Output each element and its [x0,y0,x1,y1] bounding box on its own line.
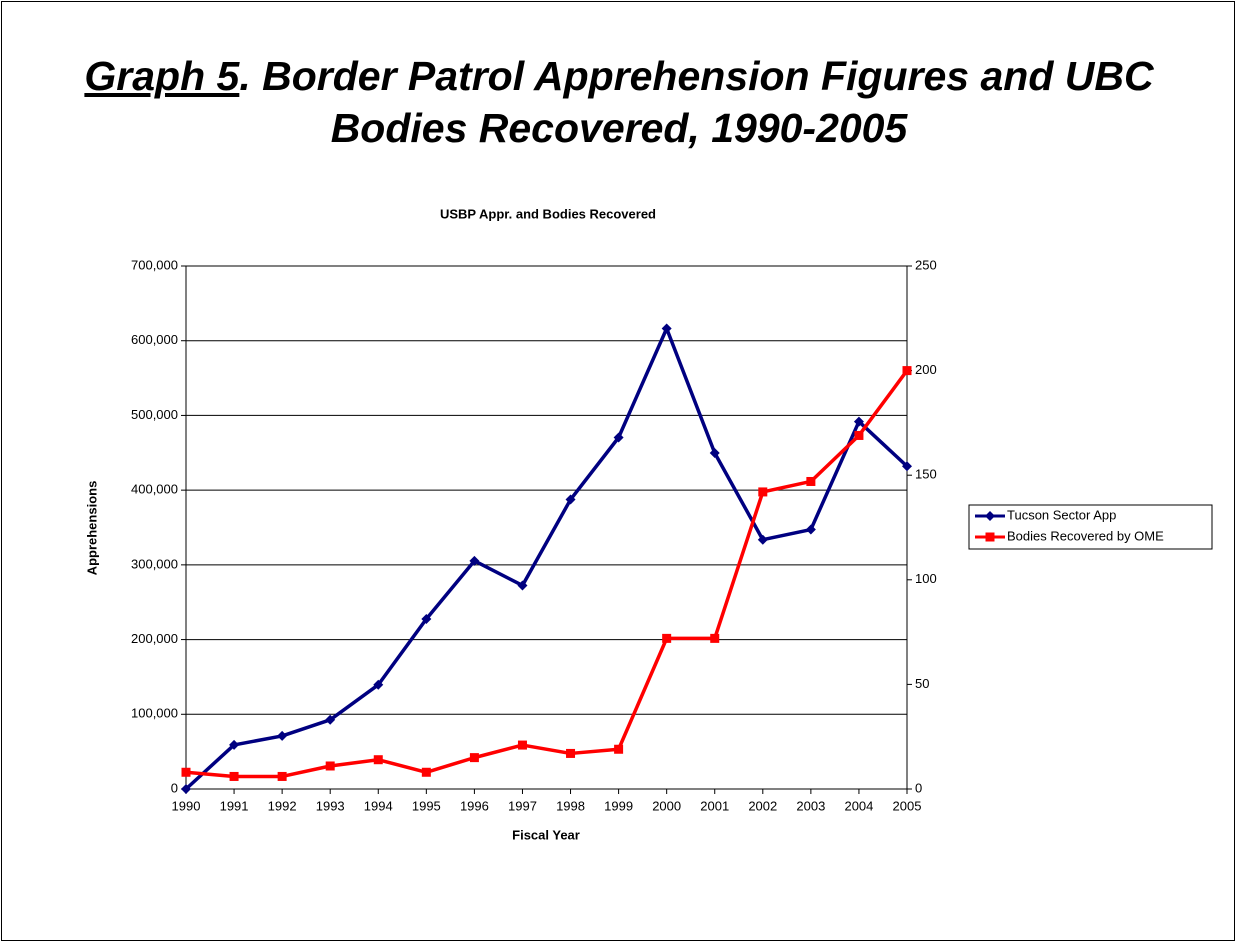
data-point [902,461,912,472]
data-point [853,416,864,427]
y-tick-label: 0 [171,780,178,795]
data-point [181,767,191,777]
data-point [758,487,768,497]
data-point [757,534,768,545]
data-point [854,430,864,440]
data-point [469,555,480,566]
x-tick-label: 1997 [508,798,537,813]
data-point [469,753,479,763]
y2-tick-label: 100 [915,571,937,586]
data-point [710,633,720,643]
x-tick-label: 2004 [844,798,873,813]
x-tick-label: 2000 [652,798,681,813]
data-point [181,784,191,794]
legend-label: Tucson Sector App [1007,507,1116,522]
x-tick-label: 1998 [556,798,585,813]
y-axis-label: Apprehensions [84,481,99,576]
data-point [373,679,384,690]
legend-label: Bodies Recovered by OME [1007,528,1164,543]
y2-tick-label: 50 [915,676,929,691]
heading-text: . Border Patrol Apprehension Figures and… [239,53,1154,151]
data-point [325,761,335,771]
legend-box [968,504,1213,550]
x-tick-label: 1991 [220,798,249,813]
data-point [805,524,816,535]
x-tick-label: 2002 [748,798,777,813]
y2-tick-label: 200 [915,362,937,377]
slide-heading: Graph 5. Border Patrol Apprehension Figu… [60,50,1178,154]
data-point [277,730,288,741]
data-point [421,767,431,777]
data-point [614,744,624,754]
data-point [662,633,672,643]
y-tick-label: 300,000 [131,556,178,571]
data-point [229,739,240,750]
x-tick-label: 2001 [700,798,729,813]
data-point [565,494,576,505]
data-point [709,448,720,459]
data-point [661,323,672,334]
y2-tick-label: 250 [915,257,937,272]
legend-marker [985,511,995,521]
x-tick-label: 1995 [412,798,441,813]
y-tick-label: 400,000 [131,482,178,497]
data-point [421,614,432,625]
data-point [613,432,624,443]
y2-tick-label: 150 [915,467,937,482]
series-line [184,326,909,791]
y-tick-label: 700,000 [131,257,178,272]
series-line [185,369,909,779]
heading-label: Graph 5 [84,53,240,99]
y-tick-label: 100,000 [131,706,178,721]
data-point [517,740,527,750]
x-tick-label: 1994 [364,798,393,813]
data-point [373,755,383,765]
x-tick-label: 1990 [172,798,201,813]
x-tick-label: 1996 [460,798,489,813]
x-tick-label: 1993 [316,798,345,813]
y-tick-label: 600,000 [131,332,178,347]
data-point [806,476,816,486]
x-tick-label: 1992 [268,798,297,813]
data-point [517,580,528,591]
y2-tick-label: 0 [915,780,922,795]
chart-title: USBP Appr. and Bodies Recovered [440,206,656,221]
data-point [277,771,287,781]
x-tick-label: 2005 [893,798,922,813]
x-tick-label: 2003 [796,798,825,813]
data-point [229,771,239,781]
x-tick-label: 1999 [604,798,633,813]
data-point [325,714,336,725]
y-tick-label: 500,000 [131,407,178,422]
x-axis-label: Fiscal Year [512,827,580,842]
legend-marker [985,532,995,542]
y-tick-label: 200,000 [131,631,178,646]
data-point [566,748,576,758]
data-point [902,366,912,376]
